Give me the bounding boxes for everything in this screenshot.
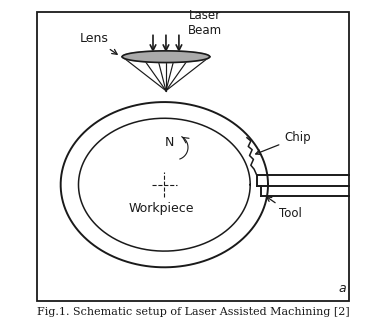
Polygon shape [122,51,210,63]
Text: Lens: Lens [80,32,117,54]
Text: Workpiece: Workpiece [128,202,194,215]
Text: a: a [338,282,346,295]
Text: Chip: Chip [256,131,311,155]
Bar [37,12,349,301]
Text: Fig.1. Schematic setup of Laser Assisted Machining [2]: Fig.1. Schematic setup of Laser Assisted… [37,307,350,317]
Text: Laser
Beam: Laser Beam [188,9,222,37]
Text: Tool: Tool [267,197,302,220]
Text: N: N [164,136,174,149]
